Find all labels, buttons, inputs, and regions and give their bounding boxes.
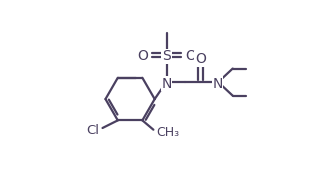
Text: O: O — [185, 49, 196, 63]
Text: N: N — [161, 77, 172, 91]
Text: N: N — [212, 77, 223, 91]
Text: Cl: Cl — [86, 124, 99, 137]
Text: O: O — [195, 52, 206, 66]
Text: O: O — [137, 49, 148, 63]
Text: CH₃: CH₃ — [156, 126, 179, 139]
Text: S: S — [162, 49, 171, 63]
